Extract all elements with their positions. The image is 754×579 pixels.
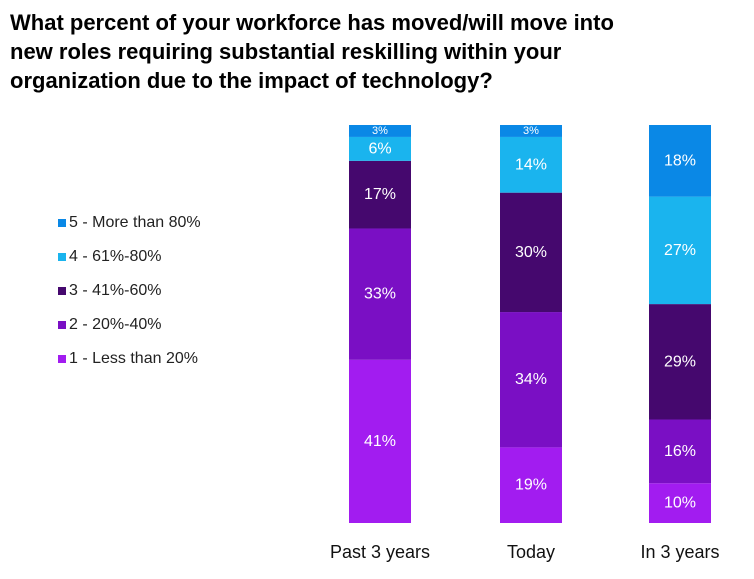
chart-title: What percent of your workforce has moved…	[10, 10, 614, 93]
bar-segment	[349, 136, 411, 161]
bar-segment	[349, 160, 411, 229]
data-label: 3%	[523, 125, 539, 137]
legend-item: 5 - More than 80%	[58, 206, 201, 240]
data-label: 14%	[515, 156, 547, 173]
bar-segment	[649, 419, 711, 484]
legend-label: 4 - 61%-80%	[69, 248, 162, 265]
bar-segment	[349, 359, 411, 523]
data-label: 30%	[515, 244, 547, 261]
legend-item: 2 - 20%-40%	[58, 308, 201, 342]
legend-label: 5 - More than 80%	[69, 214, 201, 231]
category-label: Today	[507, 542, 555, 562]
bar-segment	[649, 125, 711, 197]
legend-swatch	[58, 287, 66, 295]
bar-segment	[500, 192, 562, 313]
bar-segment	[649, 196, 711, 305]
bar-segment	[500, 312, 562, 448]
legend: 5 - More than 80% 4 - 61%-80% 3 - 41%-60…	[58, 206, 201, 376]
data-label: 34%	[515, 371, 547, 388]
legend-item: 3 - 41%-60%	[58, 274, 201, 308]
bar-segment	[500, 125, 562, 137]
legend-item: 4 - 61%-80%	[58, 240, 201, 274]
category-label: Past 3 years	[330, 542, 430, 562]
bar-segment	[649, 483, 711, 523]
bar-segment	[500, 136, 562, 193]
data-label: 16%	[664, 443, 696, 460]
legend-label: 1 - Less than 20%	[69, 350, 198, 367]
legend-item: 1 - Less than 20%	[58, 342, 201, 376]
data-label: 18%	[664, 152, 696, 169]
legend-swatch	[58, 321, 66, 329]
bar-segment	[500, 447, 562, 523]
data-label: 29%	[664, 353, 696, 370]
data-label: 3%	[372, 125, 388, 137]
legend-swatch	[58, 355, 66, 363]
legend-label: 2 - 20%-40%	[69, 316, 162, 333]
data-label: 41%	[364, 433, 396, 450]
data-label: 17%	[364, 186, 396, 203]
data-label: 10%	[664, 495, 696, 512]
legend-swatch	[58, 253, 66, 261]
bar-segment	[649, 304, 711, 420]
data-label: 27%	[664, 242, 696, 259]
bar-segment	[349, 228, 411, 360]
data-label: 6%	[368, 140, 391, 157]
category-label: In 3 years	[640, 542, 719, 562]
legend-label: 3 - 41%-60%	[69, 282, 162, 299]
legend-swatch	[58, 219, 66, 227]
bar-segment	[349, 125, 411, 137]
data-label: 33%	[364, 286, 396, 303]
data-label: 19%	[515, 477, 547, 494]
